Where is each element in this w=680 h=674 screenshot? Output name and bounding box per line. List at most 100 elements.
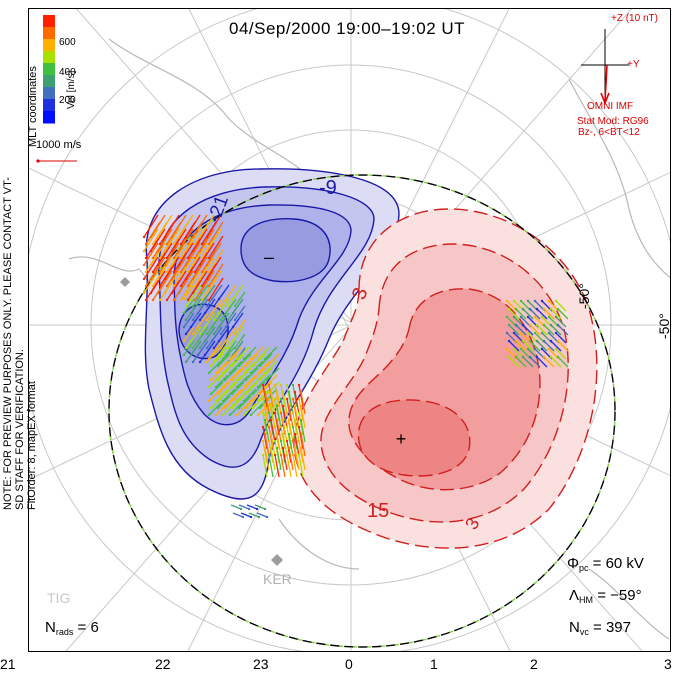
velocity-vector-origin: [261, 397, 265, 401]
velocity-vector: [157, 214, 173, 238]
velocity-vector: [178, 228, 194, 252]
velocity-vector: [276, 419, 282, 443]
velocity-vector: [143, 256, 159, 280]
velocity-vector: [171, 270, 187, 294]
min-potential-mark: –: [264, 247, 274, 267]
velocity-vector-origin: [265, 515, 269, 519]
velocity-vector: [157, 256, 173, 280]
velocity-vector-origin: [209, 406, 213, 410]
velocity-vector: [225, 312, 237, 328]
velocity-vector: [238, 395, 252, 409]
preview-note: NOTE: FOR PREVIEW PURPOSES ONLY. PLEASE …: [2, 177, 26, 510]
velocity-vector-origin: [165, 242, 169, 246]
velocity-vector: [294, 447, 300, 471]
velocity-vector: [276, 447, 282, 471]
velocity-vector-origin: [533, 315, 537, 319]
velocity-vector-origin: [528, 307, 532, 311]
velocity-vector-origin: [291, 397, 295, 401]
velocity-vector-origin: [526, 299, 530, 303]
velocity-vector: [508, 308, 520, 320]
velocity-vector-origin: [219, 318, 223, 322]
velocity-vector-origin: [514, 307, 518, 311]
stat-model-conditions: Bz-, 6<BT<12: [578, 127, 640, 138]
velocity-vector: [266, 381, 280, 395]
colorbar-swatch: [43, 39, 55, 52]
velocity-vector-origin: [237, 364, 241, 368]
velocity-vector: [157, 228, 173, 252]
velocity-vector-origin: [556, 323, 560, 327]
velocity-vector: [157, 270, 173, 294]
velocity-vector-origin: [521, 307, 525, 311]
velocity-vector-origin: [210, 325, 214, 329]
velocity-vector: [300, 405, 306, 429]
velocity-vector: [543, 324, 555, 336]
velocity-vector: [231, 353, 245, 367]
velocity-vector-origin: [279, 411, 283, 415]
velocity-vector-origin: [549, 339, 553, 343]
velocity-vector-origin: [535, 307, 539, 311]
velocity-vector-origin: [228, 357, 232, 361]
velocity-vector: [229, 374, 243, 388]
velocity-vector: [292, 384, 298, 408]
velocity-vector-origin: [547, 299, 551, 303]
velocity-vector-origin: [142, 249, 146, 253]
velocity-vector: [164, 214, 180, 238]
velocity-vector-origin: [217, 297, 221, 301]
velocity-vector-origin: [540, 315, 544, 319]
velocity-vector: [210, 395, 224, 409]
nvc-sub: vc: [579, 627, 589, 637]
velocity-vector-origin: [142, 235, 146, 239]
velocity-vector-origin: [200, 256, 204, 260]
velocity-vector: [192, 214, 208, 238]
velocity-vector-origin: [279, 397, 283, 401]
velocity-vector-origin: [203, 325, 207, 329]
velocity-vector: [286, 426, 292, 450]
nrads-sub: rads: [55, 627, 74, 637]
velocity-vector: [192, 242, 208, 266]
velocity-vector-origin: [170, 235, 174, 239]
velocity-vector: [217, 353, 231, 367]
velocity-vector: [192, 256, 208, 280]
velocity-vector-origin: [521, 339, 525, 343]
velocity-vector: [208, 263, 224, 287]
velocity-vector-origin: [263, 418, 267, 422]
velocity-vector: [292, 398, 298, 422]
velocity-vector-origin: [297, 439, 301, 443]
velocity-vector: [557, 356, 569, 368]
velocity-vector-origin: [279, 425, 283, 429]
velocity-vector-origin: [244, 406, 248, 410]
velocity-vector-origin: [149, 291, 153, 295]
velocity-vector-origin: [223, 364, 227, 368]
velocity-vector-origin: [297, 397, 301, 401]
velocity-vector-origin: [258, 378, 262, 382]
velocity-vector-origin: [209, 364, 213, 368]
velocity-vector: [231, 367, 245, 381]
velocity-vector-origin: [184, 318, 188, 322]
velocity-vector-origin: [198, 360, 202, 364]
velocity-vector-origin: [203, 353, 207, 357]
velocity-vector-origin: [273, 425, 277, 429]
velocity-vector-origin: [267, 453, 271, 457]
colorbar-tick-600: 600: [59, 37, 76, 48]
colorbar-swatch: [43, 51, 55, 64]
velocity-vector: [208, 388, 222, 402]
velocity-vector-origin: [205, 235, 209, 239]
velocity-vector-origin: [214, 357, 218, 361]
velocity-vector-origin: [158, 270, 162, 274]
colorbar-swatch: [43, 111, 55, 124]
velocity-vector-origin: [216, 378, 220, 382]
velocity-vector-origin: [293, 446, 297, 450]
velocity-vector-origin: [265, 378, 269, 382]
velocity-vector: [217, 395, 231, 409]
velocity-vector: [197, 284, 209, 300]
velocity-vector: [274, 384, 280, 408]
velocity-vector-origin: [228, 413, 232, 417]
velocity-vector: [288, 433, 294, 457]
velocity-vector-origin: [200, 270, 204, 274]
velocity-vector: [211, 312, 223, 328]
velocity-vector: [515, 308, 527, 320]
colorbar-swatch: [43, 15, 55, 28]
velocity-vector-origin: [216, 406, 220, 410]
velocity-vector: [254, 504, 266, 510]
velocity-vector-origin: [267, 383, 271, 387]
